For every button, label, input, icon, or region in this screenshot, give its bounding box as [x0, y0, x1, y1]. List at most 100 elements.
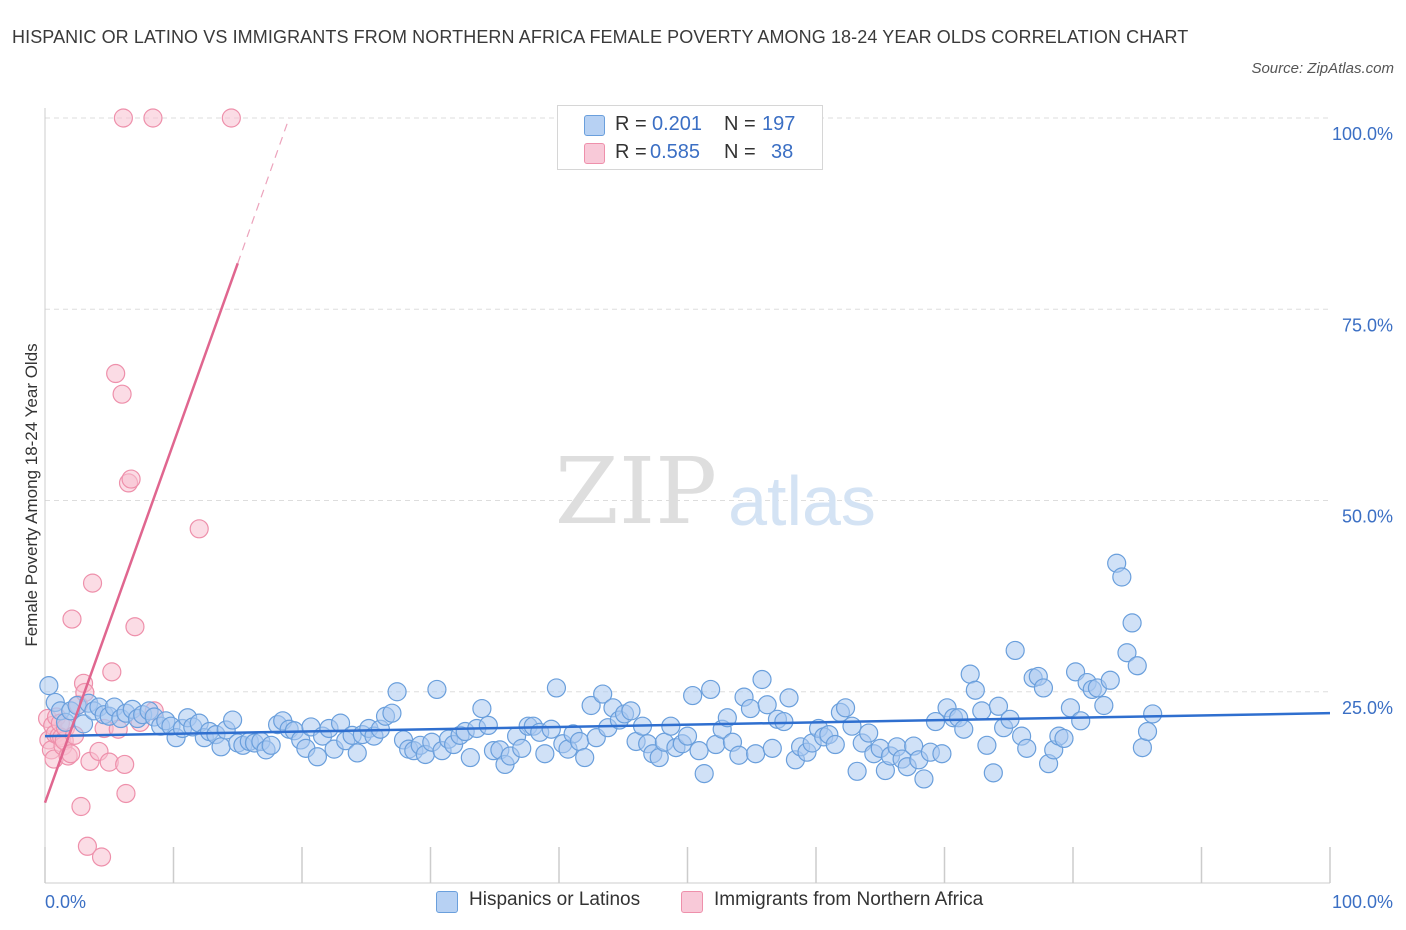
hispanic-point	[546, 678, 567, 698]
legend-n-label: N =	[724, 113, 756, 135]
legend-n-label: N =	[724, 141, 756, 163]
trend-lines	[43, 117, 1331, 804]
hispanic-point	[977, 735, 997, 755]
immigrants-trend-extension	[237, 117, 290, 264]
y-tick-label: 50.0%	[1342, 507, 1393, 527]
hispanic-point	[842, 716, 862, 736]
hispanic-point	[1054, 728, 1074, 749]
hispanic-point	[427, 679, 447, 700]
legend-r-label: R =	[615, 141, 647, 163]
hispanic-point	[1143, 704, 1163, 724]
legend-r-value: 0.585	[650, 141, 701, 163]
immigrants-point	[189, 519, 209, 539]
hispanic-point	[762, 738, 782, 758]
hispanic-point	[1100, 670, 1120, 690]
hispanic-point	[472, 698, 492, 719]
y-axis-label: Female Poverty Among 18-24 Year Olds	[22, 343, 41, 646]
immigrants-point	[71, 796, 91, 817]
hispanic-point	[382, 703, 402, 723]
legend-label-immigrants: Immigrants from Northern Africa	[714, 889, 984, 910]
legend-swatch-pink	[584, 143, 605, 164]
y-tick-labels: 25.0% 50.0% 75.0% 100.0%	[1332, 124, 1393, 718]
hispanic-point	[825, 734, 845, 755]
hispanic-point	[387, 682, 407, 702]
hispanic-point	[1094, 695, 1114, 716]
hispanic-point	[478, 715, 498, 736]
immigrants-point	[125, 617, 145, 637]
grid-lines	[45, 117, 1330, 693]
hispanic-point	[847, 761, 867, 781]
hispanic-point	[1005, 640, 1025, 661]
hispanic-point	[512, 738, 532, 758]
hispanic-point	[835, 698, 856, 718]
legend-r-label: R =	[615, 113, 647, 135]
hispanic-point	[683, 685, 703, 706]
hispanic-point	[740, 698, 761, 719]
hispanic-point	[677, 726, 698, 746]
hispanic-point	[752, 669, 772, 690]
y-tick-label: 75.0%	[1342, 315, 1393, 335]
hispanic-point	[1033, 678, 1054, 698]
hispanic-point	[701, 679, 721, 700]
hispanic-point	[1127, 656, 1147, 676]
hispanic-point	[1122, 613, 1142, 633]
hispanic-point	[932, 744, 952, 764]
hispanic-point	[1017, 738, 1037, 758]
immigrants-point	[91, 847, 112, 867]
hispanic-point	[541, 719, 561, 739]
hispanic-point	[1112, 567, 1132, 587]
legend-row-immigrants: R = 0.585 N = 38	[558, 140, 822, 166]
stats-legend: R = 0.201 N = 197 R = 0.585 N = 38	[557, 105, 823, 170]
hispanic-point	[211, 737, 231, 757]
immigrants-point	[113, 108, 133, 128]
x-tick-label: 100.0%	[1332, 892, 1393, 912]
legend-label-hispanic: Hispanics or Latinos	[469, 889, 641, 910]
x-tick-label: 0.0%	[45, 892, 86, 912]
legend-swatch-pink	[681, 891, 703, 913]
hispanic-trend-line	[44, 711, 1331, 738]
hispanic-point	[1117, 643, 1137, 663]
immigrants-point	[77, 836, 98, 856]
hispanic-point	[983, 763, 1003, 783]
hispanic-point	[972, 701, 992, 721]
immigrants-point	[102, 662, 122, 682]
hispanic-point	[1132, 737, 1152, 758]
immigrants-trend-line	[43, 262, 239, 804]
hispanic-point	[960, 664, 980, 684]
hispanic-point	[621, 701, 641, 721]
chart-title: HISPANIC OR LATINO VS IMMIGRANTS FROM NO…	[12, 27, 1189, 47]
hispanic-point	[954, 719, 974, 739]
y-tick-label: 25.0%	[1342, 698, 1393, 718]
immigrants-point	[121, 469, 141, 489]
series-hispanic-points	[39, 553, 1163, 789]
hispanic-point	[535, 744, 555, 764]
hispanic-point	[717, 708, 737, 728]
immigrants-point	[115, 754, 135, 775]
hispanic-point	[1137, 721, 1158, 742]
hispanic-point	[746, 744, 766, 764]
immigrants-point	[82, 573, 103, 593]
watermark-atlas: atlas	[728, 462, 876, 540]
hispanic-point	[694, 764, 714, 784]
legend-n-value: 197	[762, 113, 796, 135]
hispanic-point	[575, 747, 595, 768]
hispanic-point	[460, 747, 480, 768]
hispanic-point	[347, 743, 367, 763]
hispanic-point	[581, 695, 601, 716]
hispanic-point	[757, 695, 777, 715]
hispanic-point	[569, 731, 590, 752]
hispanic-point	[779, 688, 799, 708]
immigrants-point	[112, 384, 132, 404]
hispanic-point	[73, 714, 94, 734]
legend-row-hispanic: R = 0.201 N = 197	[558, 112, 822, 138]
hispanic-point	[1071, 711, 1091, 731]
legend-n-value: 38	[771, 141, 794, 163]
immigrants-point	[143, 108, 163, 128]
immigrants-point	[116, 783, 136, 804]
immigrants-point	[106, 363, 126, 384]
chart-source: Source: ZipAtlas.com	[1251, 60, 1394, 77]
hispanic-point	[330, 713, 351, 733]
hispanic-point	[729, 745, 749, 765]
immigrants-point	[221, 108, 241, 128]
